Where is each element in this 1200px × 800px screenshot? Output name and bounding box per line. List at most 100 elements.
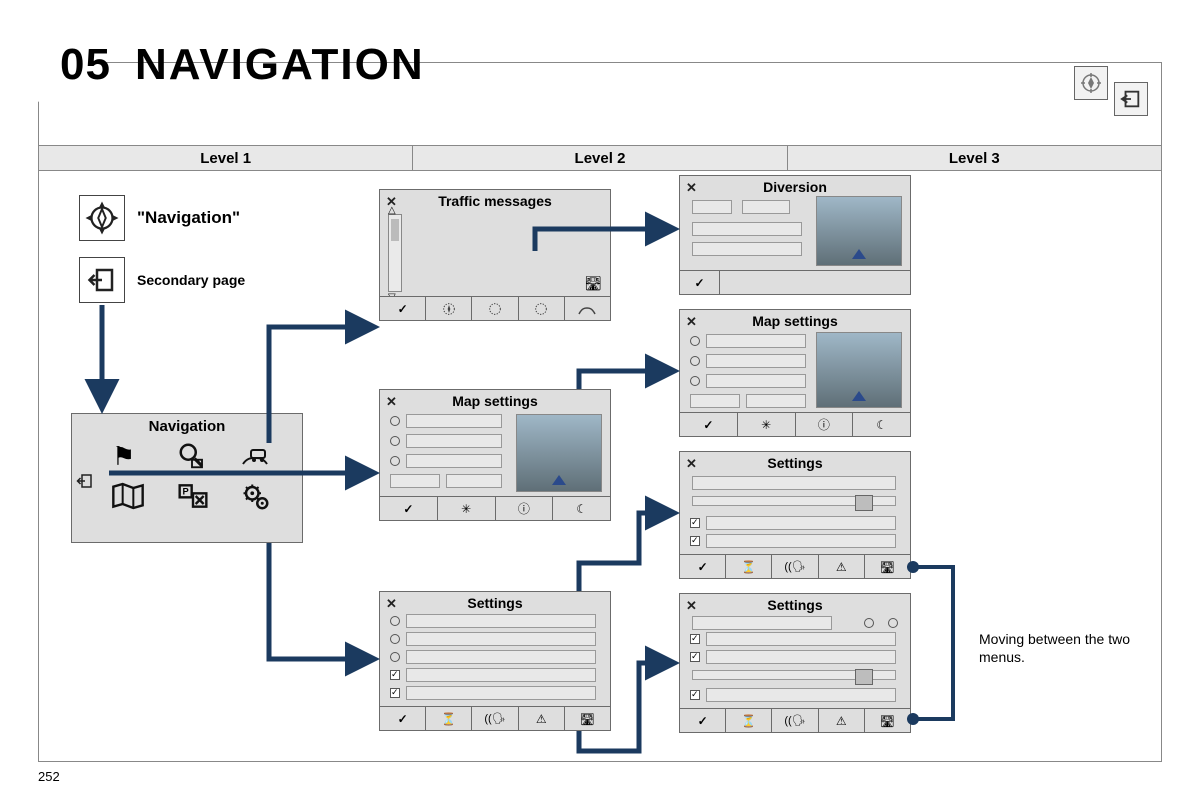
info-icon[interactable]: ⓘ — [496, 497, 554, 520]
road-icon[interactable]: 🛣 — [865, 555, 910, 578]
panel-title: Map settings — [380, 393, 610, 409]
road-icon[interactable]: 🛣 — [565, 707, 610, 730]
navigation-panel: Navigation ⚑ P — [71, 413, 303, 543]
navigation-grid: ⚑ P — [72, 435, 302, 527]
checkbox-icon — [690, 634, 700, 644]
warning-icon[interactable]: ⚠ — [819, 709, 865, 732]
radio-icon — [390, 436, 400, 446]
checkbox-icon — [690, 518, 700, 528]
hourglass-flag-icon[interactable]: ⏳ — [726, 709, 772, 732]
option-row — [706, 650, 896, 664]
option-row — [692, 616, 832, 630]
option-row — [706, 534, 896, 548]
radio-icon — [888, 618, 898, 628]
chapter-title: NAVIGATION — [135, 40, 425, 90]
page-number: 252 — [38, 769, 60, 784]
radio-icon — [390, 416, 400, 426]
warning-icon[interactable]: ⚠ — [519, 707, 565, 730]
panel-footer — [380, 296, 610, 320]
ok-button[interactable] — [680, 413, 738, 436]
option-row — [406, 454, 502, 468]
col-header-1: Level 1 — [39, 146, 412, 170]
option-row — [692, 222, 802, 236]
daynight-icon[interactable]: ☾ — [853, 413, 910, 436]
nav-intro-label: "Navigation" — [137, 208, 240, 228]
radio-icon — [690, 336, 700, 346]
secondary-page-icon — [79, 257, 125, 303]
ok-button[interactable] — [380, 707, 426, 730]
star-compass-icon[interactable]: ✳ — [438, 497, 496, 520]
road-icon[interactable] — [565, 297, 610, 320]
ok-button[interactable] — [380, 297, 426, 320]
scroll-track: △ ▽ — [388, 214, 402, 292]
daynight-icon[interactable]: ☾ — [553, 497, 610, 520]
option-row — [742, 200, 790, 214]
voice-icon[interactable]: ((🗣 — [472, 707, 518, 730]
settings-panel-l3a: ✕ Settings ⏳ ((🗣 ⚠ 🛣 — [679, 451, 911, 579]
panel-footer: ⏳ ((🗣 ⚠ 🛣 — [380, 706, 610, 730]
option-row — [706, 516, 896, 530]
warning-icon[interactable]: ⚠ — [819, 555, 865, 578]
route-list-icon: 🛣 — [584, 275, 602, 292]
option-row — [406, 614, 596, 628]
settings-panel-l3b: ✕ Settings ⏳ ((🗣 ⚠ 🛣 — [679, 593, 911, 733]
nav-circle-icon[interactable] — [426, 297, 472, 320]
radio-icon — [690, 376, 700, 386]
radio-icon — [390, 652, 400, 662]
star-compass-icon[interactable]: ✳ — [738, 413, 796, 436]
compass-icon — [1074, 66, 1108, 100]
option-row — [406, 434, 502, 448]
checkbox-icon — [690, 536, 700, 546]
nav-intro: "Navigation" — [79, 195, 240, 241]
option-row — [406, 650, 596, 664]
option-row — [706, 632, 896, 646]
column-header-row: Level 1 Level 2 Level 3 — [39, 145, 1161, 171]
checkbox-icon — [690, 652, 700, 662]
note-moving-between: Moving between the two menus. — [979, 631, 1149, 666]
ok-button[interactable] — [680, 555, 726, 578]
map-thumbnail — [816, 332, 902, 408]
slider — [692, 496, 896, 506]
road-icon[interactable]: 🛣 — [865, 709, 910, 732]
secondary-page-icon — [76, 472, 94, 494]
option-row — [406, 668, 596, 682]
dotted-circle-icon[interactable] — [472, 297, 518, 320]
ok-button[interactable] — [680, 709, 726, 732]
checkbox-icon — [390, 688, 400, 698]
option-row — [692, 242, 802, 256]
gear-icon — [241, 482, 288, 517]
map-icon — [112, 482, 159, 517]
panel-title: Settings — [380, 595, 610, 611]
panel-title: Settings — [680, 597, 910, 613]
map-settings-panel-l3: ✕ Map settings ✳ ⓘ ☾ — [679, 309, 911, 437]
corner-icons — [1074, 74, 1148, 108]
panel-footer: ⏳ ((🗣 ⚠ 🛣 — [680, 708, 910, 732]
ok-button[interactable] — [680, 271, 720, 294]
navigation-panel-title: Navigation — [72, 414, 302, 435]
option-row — [746, 394, 806, 408]
option-row — [406, 632, 596, 646]
option-row — [706, 688, 896, 702]
info-icon[interactable]: ⓘ — [796, 413, 854, 436]
radio-icon — [390, 616, 400, 626]
svg-text:P: P — [182, 487, 188, 497]
voice-icon[interactable]: ((🗣 — [772, 709, 818, 732]
chapter-number: 05 — [60, 40, 111, 90]
voice-icon[interactable]: ((🗣 — [772, 555, 818, 578]
radio-icon — [390, 634, 400, 644]
hourglass-flag-icon[interactable]: ⏳ — [726, 555, 772, 578]
option-row — [690, 394, 740, 408]
option-row — [446, 474, 502, 488]
secondary-intro-label: Secondary page — [137, 272, 245, 288]
radio-icon — [864, 618, 874, 628]
ok-button[interactable] — [380, 497, 438, 520]
checkbox-icon — [690, 690, 700, 700]
slider — [692, 670, 896, 680]
radio-pair — [864, 618, 898, 628]
hourglass-flag-icon[interactable]: ⏳ — [426, 707, 472, 730]
map-thumbnail — [516, 414, 602, 492]
scroll-thumb — [391, 219, 399, 241]
dotted-circle-icon[interactable] — [519, 297, 565, 320]
radio-icon — [390, 456, 400, 466]
panel-footer: ✳ ⓘ ☾ — [680, 412, 910, 436]
